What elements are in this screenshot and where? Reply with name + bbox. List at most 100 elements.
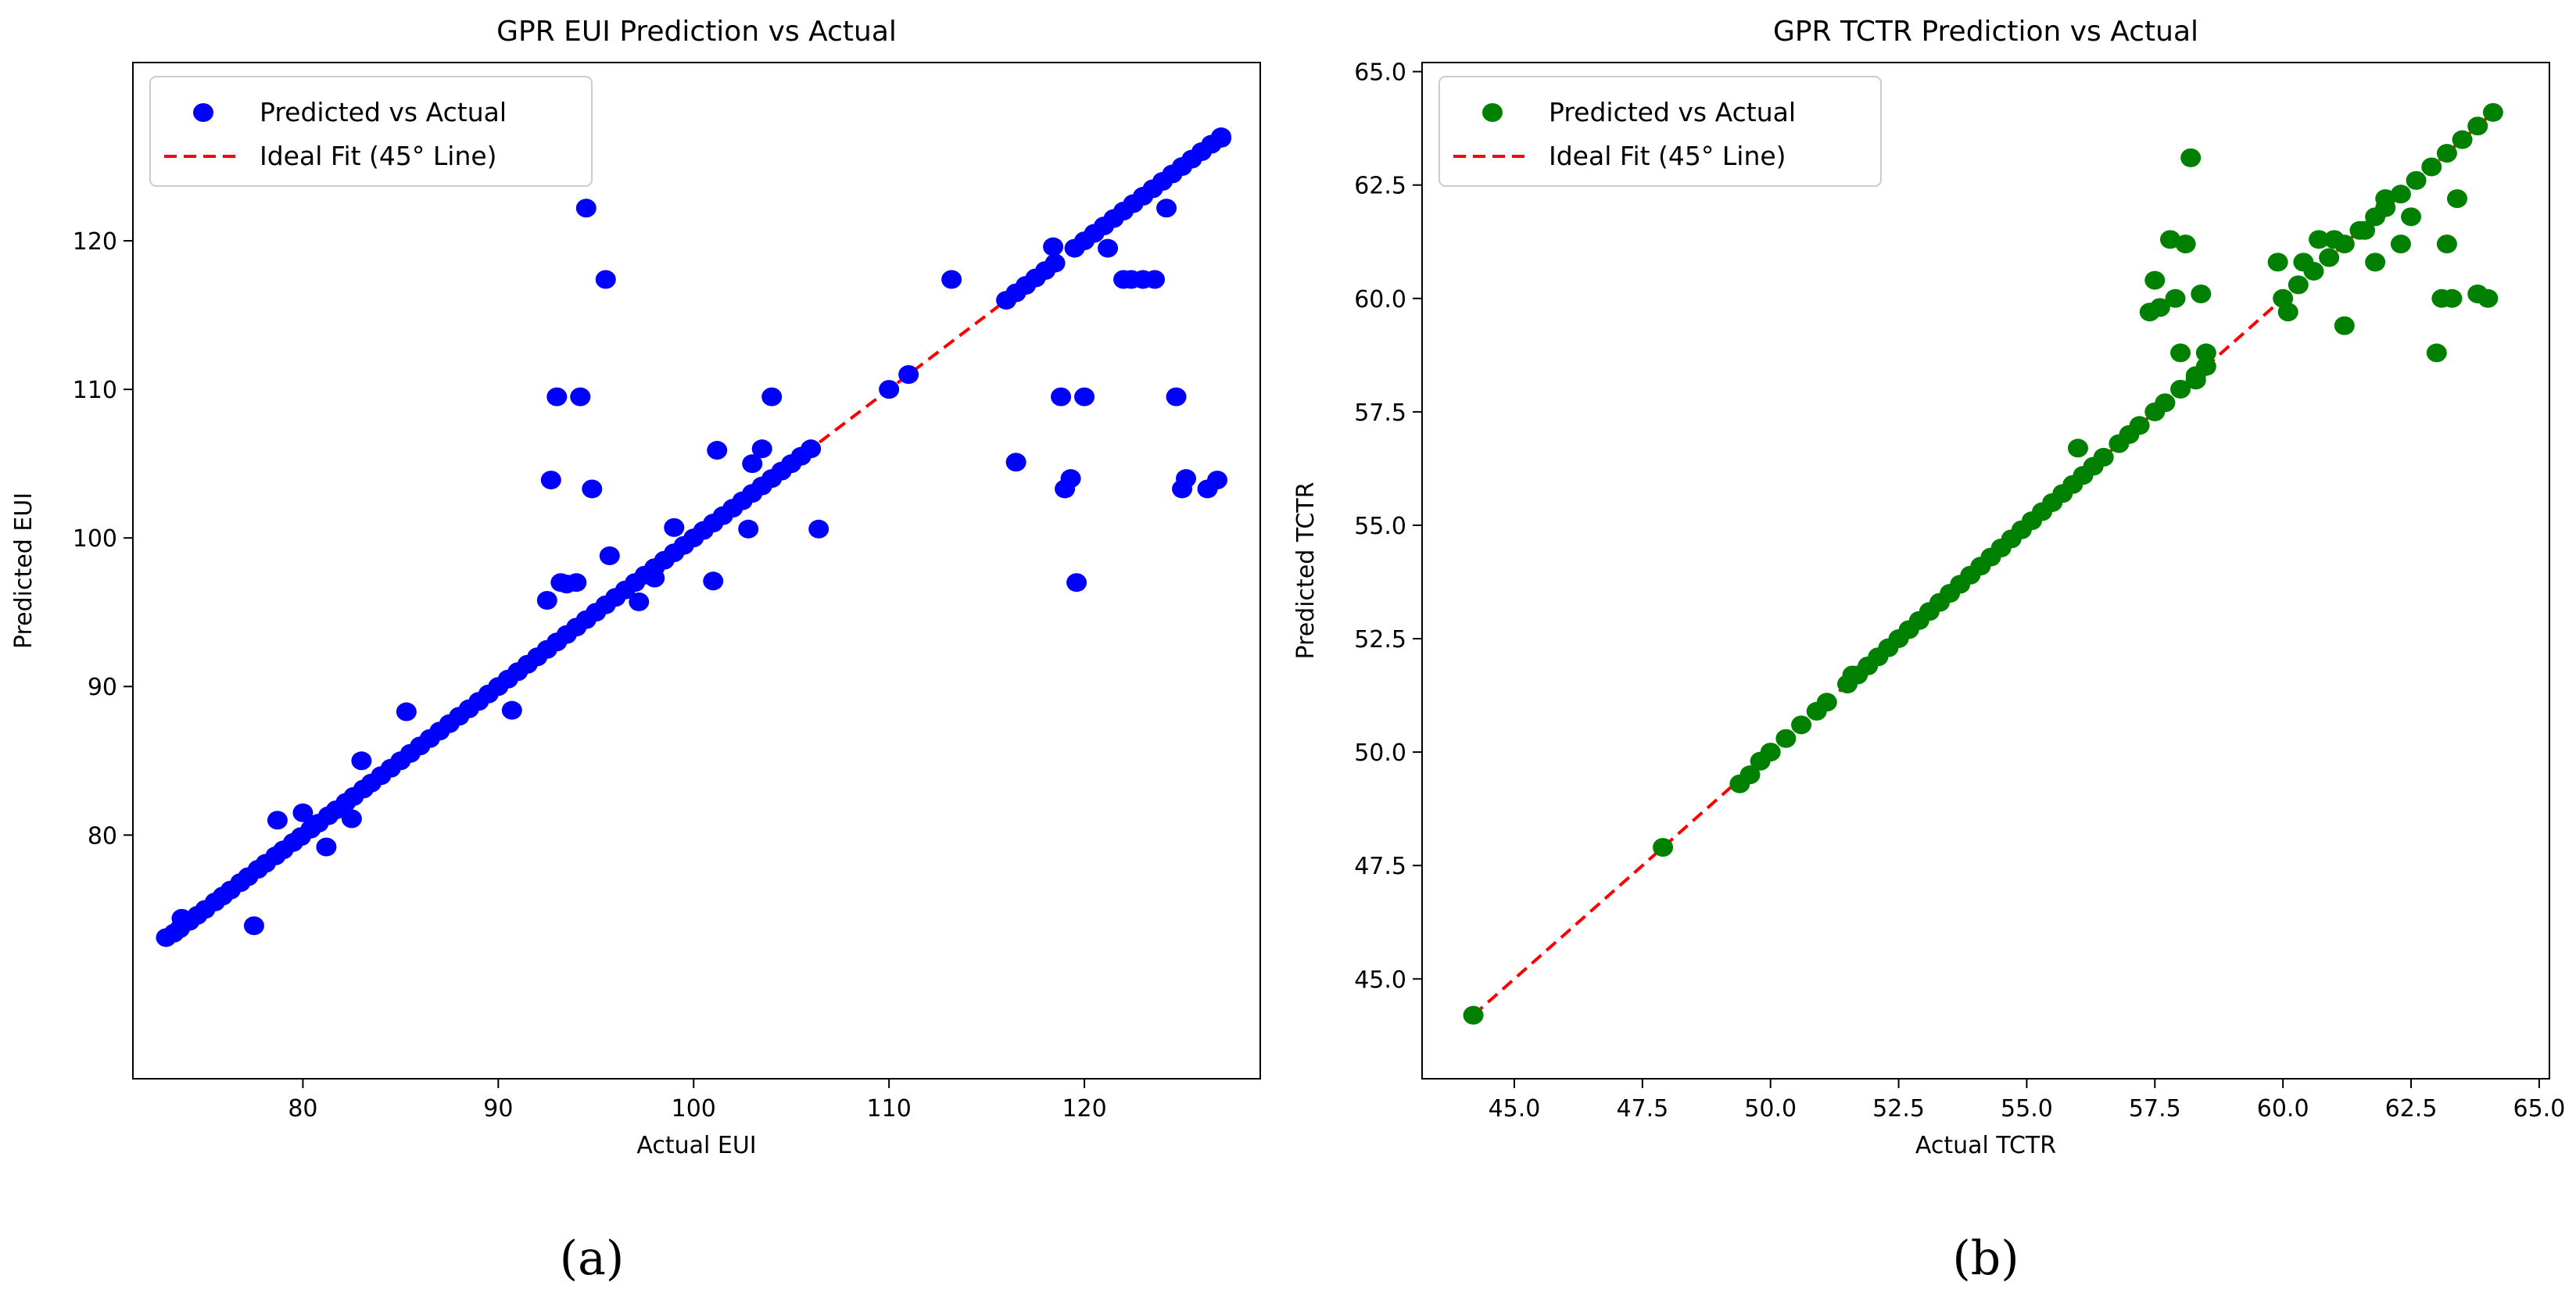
data-point xyxy=(1463,1005,1484,1025)
x-tick-label: 55.0 xyxy=(2001,1095,2053,1123)
data-point xyxy=(1791,715,1812,735)
data-point xyxy=(582,479,603,499)
data-point xyxy=(599,546,620,565)
data-point xyxy=(2309,230,2330,249)
data-point xyxy=(341,809,362,829)
figure-caption: (b) xyxy=(1952,1231,2019,1286)
data-point xyxy=(1145,270,1166,289)
legend-marker-points xyxy=(1482,103,1503,122)
legend-label-ideal: Ideal Fit (45° Line) xyxy=(260,141,497,171)
figure-caption: (a) xyxy=(560,1231,625,1286)
data-point xyxy=(2129,416,2150,435)
data-point xyxy=(1074,387,1095,406)
y-tick-label: 52.5 xyxy=(1354,626,1406,654)
data-point xyxy=(2355,220,2376,240)
data-point xyxy=(1739,765,1761,785)
data-point xyxy=(2482,102,2503,122)
data-point xyxy=(2195,356,2216,376)
y-tick-label: 90 xyxy=(88,674,117,701)
data-point xyxy=(2185,371,2206,390)
x-tick-label: 45.0 xyxy=(1489,1095,1541,1123)
y-tick-label: 55.0 xyxy=(1354,513,1406,540)
y-tick-label: 45.0 xyxy=(1354,966,1406,994)
data-point xyxy=(2293,252,2314,272)
data-point xyxy=(540,471,561,490)
data-point xyxy=(1760,743,1781,762)
data-point xyxy=(2191,284,2212,303)
data-point xyxy=(2447,189,2468,209)
data-point xyxy=(1207,471,1228,490)
data-point xyxy=(898,365,919,385)
data-point xyxy=(2149,298,2170,317)
x-tick-label: 110 xyxy=(867,1095,912,1123)
data-point xyxy=(2170,379,2191,399)
data-point xyxy=(595,270,616,289)
data-point xyxy=(501,700,522,720)
data-point xyxy=(1044,253,1066,273)
data-point xyxy=(396,702,417,722)
y-axis-label: Predicted EUI xyxy=(10,492,38,649)
chart-title: GPR TCTR Prediction vs Actual xyxy=(1773,16,2198,48)
legend-label-ideal: Ideal Fit (45° Line) xyxy=(1549,141,1786,171)
data-point xyxy=(1043,237,1064,256)
data-point xyxy=(2093,447,2114,467)
data-point xyxy=(536,591,557,611)
data-point xyxy=(2170,343,2191,363)
data-point xyxy=(292,803,313,822)
x-axis-label: Actual TCTR xyxy=(1915,1132,2056,1159)
y-tick-label: 62.5 xyxy=(1354,173,1406,200)
data-point xyxy=(1653,838,1674,858)
data-point xyxy=(351,751,372,771)
data-point xyxy=(575,199,597,218)
y-tick-label: 80 xyxy=(88,822,117,850)
y-tick-label: 57.5 xyxy=(1354,399,1406,427)
data-point xyxy=(2165,288,2186,308)
data-point xyxy=(316,837,337,857)
data-point xyxy=(2365,252,2386,272)
data-point xyxy=(2144,270,2166,290)
data-point xyxy=(2288,275,2309,295)
plot-area-frame xyxy=(1421,62,2550,1080)
legend-label-points: Predicted vs Actual xyxy=(260,97,507,127)
data-point xyxy=(2267,252,2288,272)
data-point xyxy=(171,908,192,928)
data-point xyxy=(1211,128,1232,148)
data-point xyxy=(1176,469,1197,489)
y-tick-label: 50.0 xyxy=(1354,739,1406,767)
data-point xyxy=(1775,729,1797,748)
x-tick-label: 57.5 xyxy=(2129,1095,2181,1123)
data-point xyxy=(2426,343,2447,363)
data-point xyxy=(629,592,650,611)
data-point xyxy=(2421,157,2442,177)
x-axis-label: Actual EUI xyxy=(636,1132,756,1159)
data-point xyxy=(1005,453,1026,472)
data-point xyxy=(267,811,288,830)
data-point xyxy=(1816,693,1837,712)
data-point xyxy=(2436,235,2457,254)
x-tick-label: 120 xyxy=(1062,1095,1106,1123)
data-point xyxy=(2334,316,2355,335)
data-point xyxy=(2323,230,2345,249)
data-point xyxy=(664,517,685,537)
data-point xyxy=(644,568,665,588)
x-tick-label: 62.5 xyxy=(2385,1095,2438,1123)
data-point xyxy=(2319,248,2340,267)
data-point xyxy=(2067,439,2088,458)
y-tick-label: 65.0 xyxy=(1354,59,1406,87)
data-point xyxy=(2277,303,2298,322)
data-point xyxy=(1156,199,1177,218)
data-point xyxy=(2375,189,2396,209)
data-point xyxy=(2477,288,2499,308)
x-tick-label: 52.5 xyxy=(1872,1095,1925,1123)
data-point xyxy=(243,916,264,936)
data-point xyxy=(2180,148,2202,167)
legend-label-points: Predicted vs Actual xyxy=(1549,97,1796,127)
legend-box xyxy=(149,76,593,187)
x-tick-label: 65.0 xyxy=(2513,1095,2565,1123)
data-point xyxy=(801,439,822,459)
data-point xyxy=(808,519,829,539)
data-point xyxy=(2452,130,2473,149)
data-point xyxy=(707,441,728,460)
data-point xyxy=(879,380,900,399)
